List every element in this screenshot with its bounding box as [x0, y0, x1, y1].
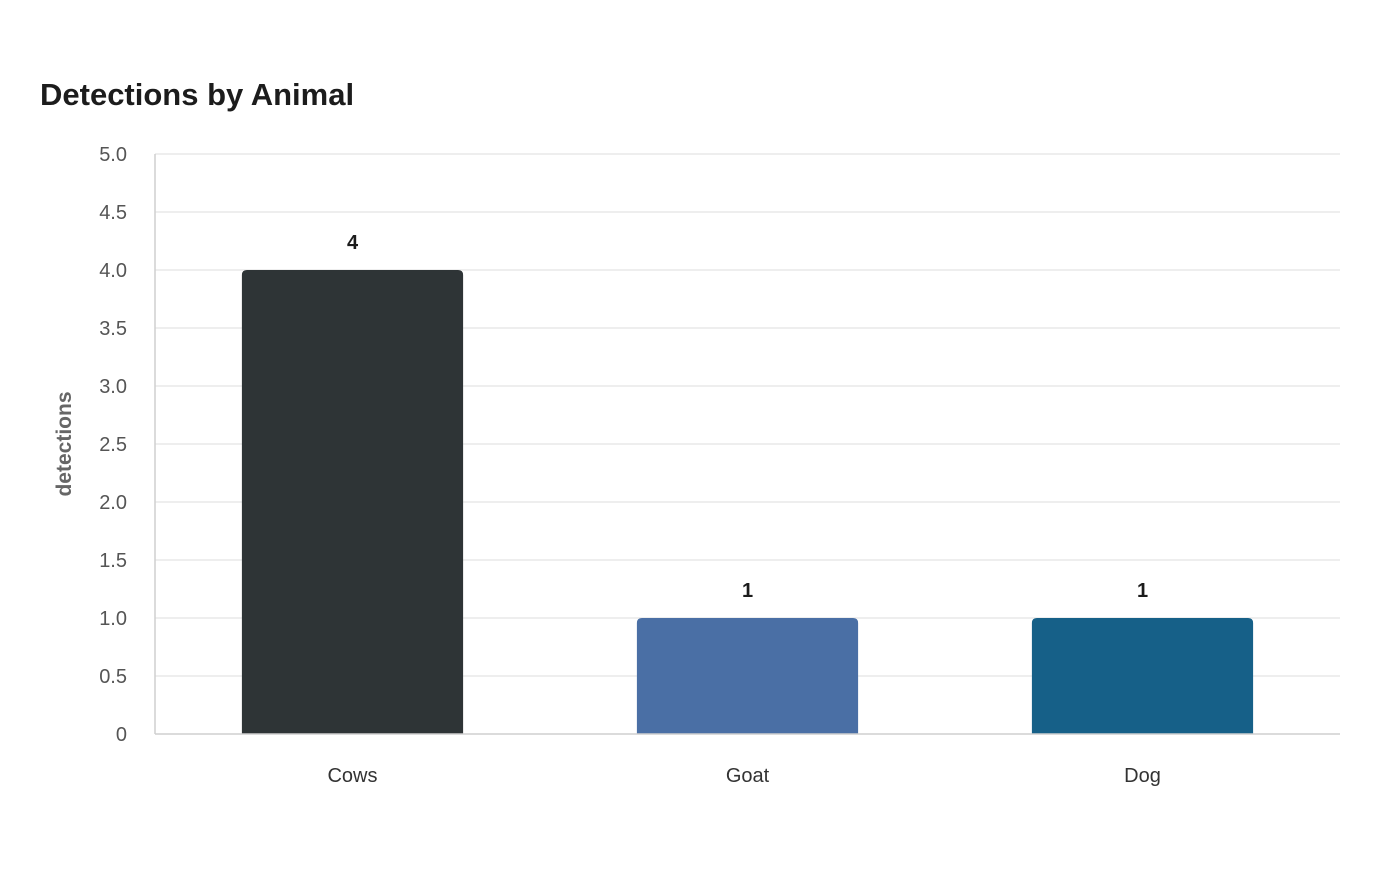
bar-value-label: 1 — [742, 580, 753, 602]
bar-value-labels: 4 1 1 — [347, 232, 1148, 602]
x-tick-label: Dog — [1124, 765, 1161, 787]
y-tick-label: 4.0 — [99, 260, 127, 282]
y-tick-label: 1.0 — [99, 608, 127, 630]
y-tick-label: 2.0 — [99, 492, 127, 514]
y-tick-labels: 0 0.5 1.0 1.5 2.0 2.5 3.0 3.5 4.0 4.5 5.0 — [99, 144, 127, 746]
bars — [241, 270, 1254, 734]
bar-value-label: 1 — [1137, 580, 1148, 602]
y-tick-label: 0 — [116, 724, 127, 746]
y-tick-label: 0.5 — [99, 666, 127, 688]
y-tick-label: 3.0 — [99, 376, 127, 398]
y-tick-label: 3.5 — [99, 318, 127, 340]
bar-cows — [241, 270, 464, 734]
y-tick-label: 5.0 — [99, 144, 127, 166]
y-tick-label: 1.5 — [99, 550, 127, 572]
bar-dog — [1031, 618, 1254, 734]
y-axis-label: detections — [53, 391, 76, 496]
x-tick-label: Goat — [726, 765, 770, 787]
y-tick-label: 4.5 — [99, 202, 127, 224]
chart-title: Detections by Animal — [40, 77, 355, 112]
bar-value-label: 4 — [347, 232, 359, 254]
y-tick-label: 2.5 — [99, 434, 127, 456]
x-tick-labels: Cows Goat Dog — [327, 765, 1160, 787]
bar-goat — [636, 618, 859, 734]
x-tick-label: Cows — [327, 765, 377, 787]
